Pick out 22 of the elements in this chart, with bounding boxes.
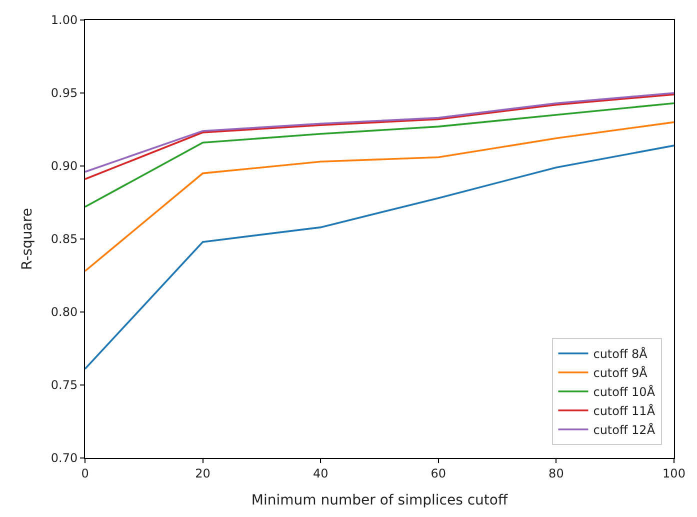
legend-label: cutoff 10Å (593, 384, 656, 400)
line-series (85, 121, 674, 272)
y-tick-label: 0.95 (50, 86, 78, 100)
x-tick-label: 60 (430, 466, 446, 480)
x-tick-label: 0 (81, 466, 89, 480)
x-axis-title: Minimum number of simplices cutoff (251, 492, 508, 509)
y-tick-label: 0.80 (50, 305, 78, 320)
y-tick-label: 1.00 (50, 13, 78, 28)
y-axis-title: R-square (19, 208, 36, 270)
legend-label: cutoff 8Å (593, 346, 648, 362)
x-tick-label: 40 (312, 466, 328, 480)
legend-label: cutoff 11Å (593, 403, 656, 418)
line-series (85, 102, 674, 208)
x-tick-label: 100 (662, 466, 686, 480)
y-tick-label: 0.70 (50, 451, 78, 466)
y-tick-label: 0.90 (50, 159, 78, 174)
y-tick-label: 0.85 (50, 232, 78, 246)
legend-label: cutoff 9Å (593, 365, 648, 380)
y-tick-label: 0.75 (50, 378, 78, 392)
x-tick-label: 80 (548, 466, 564, 480)
legend-label: cutoff 12Å (593, 422, 656, 438)
x-tick-label: 20 (195, 466, 210, 480)
